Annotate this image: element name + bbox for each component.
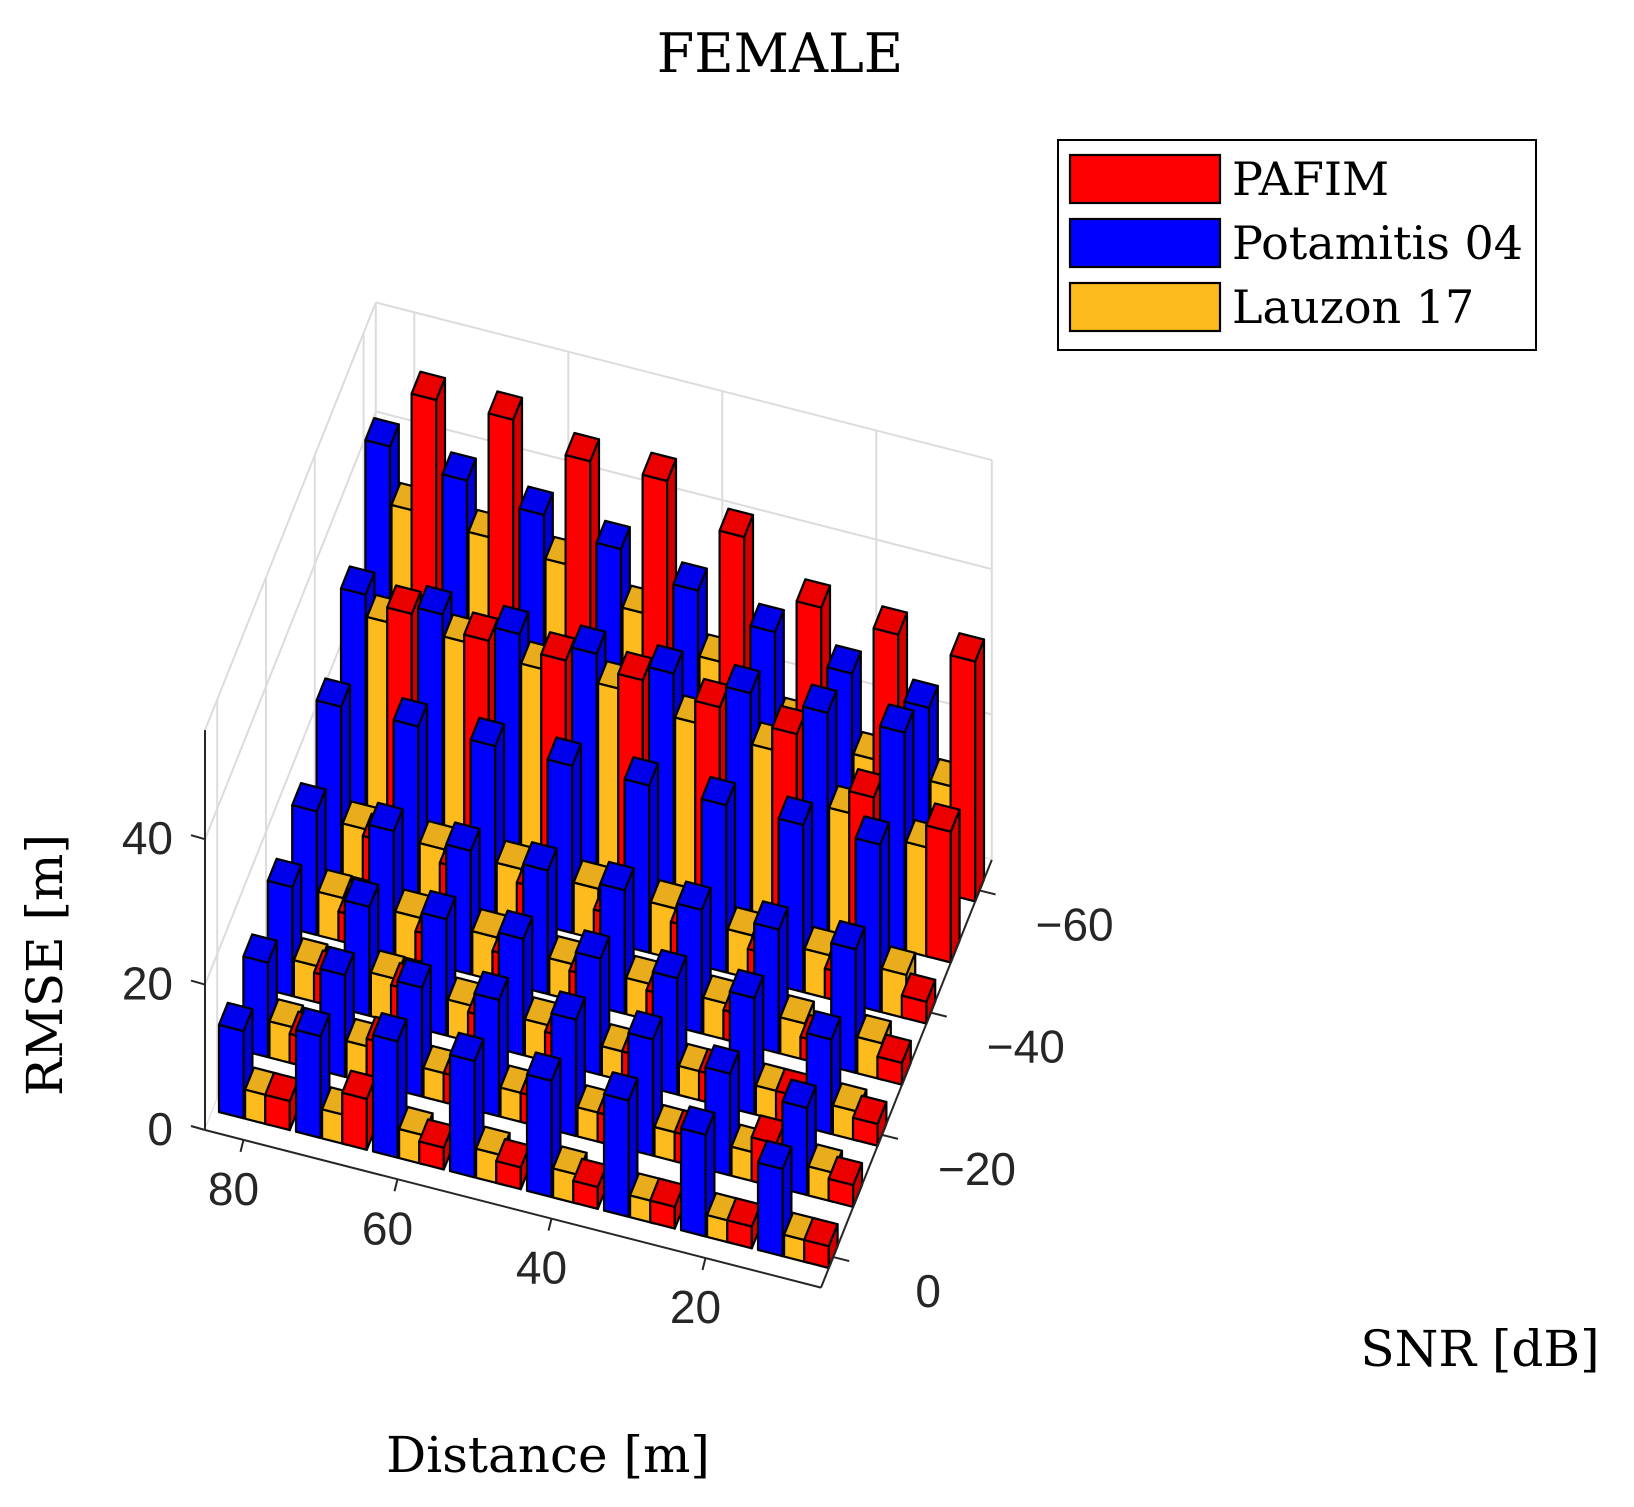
z-tick xyxy=(190,1125,206,1131)
z-tick-label: 20 xyxy=(122,958,173,1010)
legend-swatch xyxy=(1068,153,1222,205)
bar-pafim xyxy=(803,1216,839,1270)
y-tick-label: −60 xyxy=(1036,898,1114,950)
bar-pafim xyxy=(341,1069,377,1151)
grid-line xyxy=(204,302,377,731)
legend-label: Potamitis 04 xyxy=(1232,216,1523,270)
x-tick-label: 60 xyxy=(362,1202,413,1254)
bar-pafim xyxy=(925,802,961,964)
x-tick-label: 80 xyxy=(208,1163,259,1215)
y-tick-label: −40 xyxy=(987,1021,1065,1073)
y-tick xyxy=(979,889,996,896)
y-axis-line xyxy=(820,859,993,1288)
bar-pafim xyxy=(572,1157,608,1211)
bar-pafim xyxy=(876,1033,912,1086)
x-tick-label: 40 xyxy=(516,1242,567,1294)
x-tick xyxy=(393,1179,399,1192)
y-tick-label: 0 xyxy=(915,1265,941,1317)
z-tick xyxy=(190,979,206,986)
x-tick-label: 20 xyxy=(670,1281,721,1333)
x-tick xyxy=(701,1257,707,1271)
y-tick xyxy=(881,1133,899,1140)
bar-pafim xyxy=(418,1118,454,1171)
bar-pafim xyxy=(264,1071,300,1132)
chart-title: FEMALE xyxy=(657,22,903,85)
bar-potamitis-04 xyxy=(602,1071,639,1218)
legend-swatch xyxy=(1068,217,1222,269)
x-tick xyxy=(547,1218,553,1231)
legend-label: PAFIM xyxy=(1232,152,1389,206)
bar-pafim xyxy=(495,1137,531,1191)
legend: PAFIM Potamitis 04 Lauzon 17 xyxy=(1057,139,1537,351)
bar-pafim xyxy=(726,1197,762,1250)
y-tick-label: −20 xyxy=(938,1143,1016,1195)
legend-swatch xyxy=(1068,281,1222,333)
bar-potamitis-04 xyxy=(448,1031,485,1179)
axes-layer: 80 60 40 20 −60 −40 −20 0 0 20 40 xyxy=(122,730,1114,1333)
grid-line xyxy=(204,411,377,840)
z-tick xyxy=(190,834,206,841)
y-tick xyxy=(832,1256,850,1263)
y-tick xyxy=(930,1011,948,1018)
x-tick xyxy=(239,1139,245,1153)
bar-potamitis-04 xyxy=(651,948,688,1096)
x-axis-line xyxy=(204,1129,822,1289)
grid-line xyxy=(375,410,993,571)
bars-layer xyxy=(217,370,986,1270)
grid-line xyxy=(375,301,993,462)
y-axis-label: SNR [dB] xyxy=(1360,1320,1599,1378)
z-tick-label: 40 xyxy=(122,812,173,864)
bar-pafim xyxy=(900,972,937,1025)
legend-label: Lauzon 17 xyxy=(1232,280,1474,334)
z-axis-label: RMSE [m] xyxy=(16,834,74,1096)
bar-pafim xyxy=(649,1177,685,1230)
z-tick-label: 0 xyxy=(147,1103,173,1155)
x-axis-label: Distance [m] xyxy=(386,1426,710,1484)
bar-potamitis-04 xyxy=(679,1105,716,1238)
